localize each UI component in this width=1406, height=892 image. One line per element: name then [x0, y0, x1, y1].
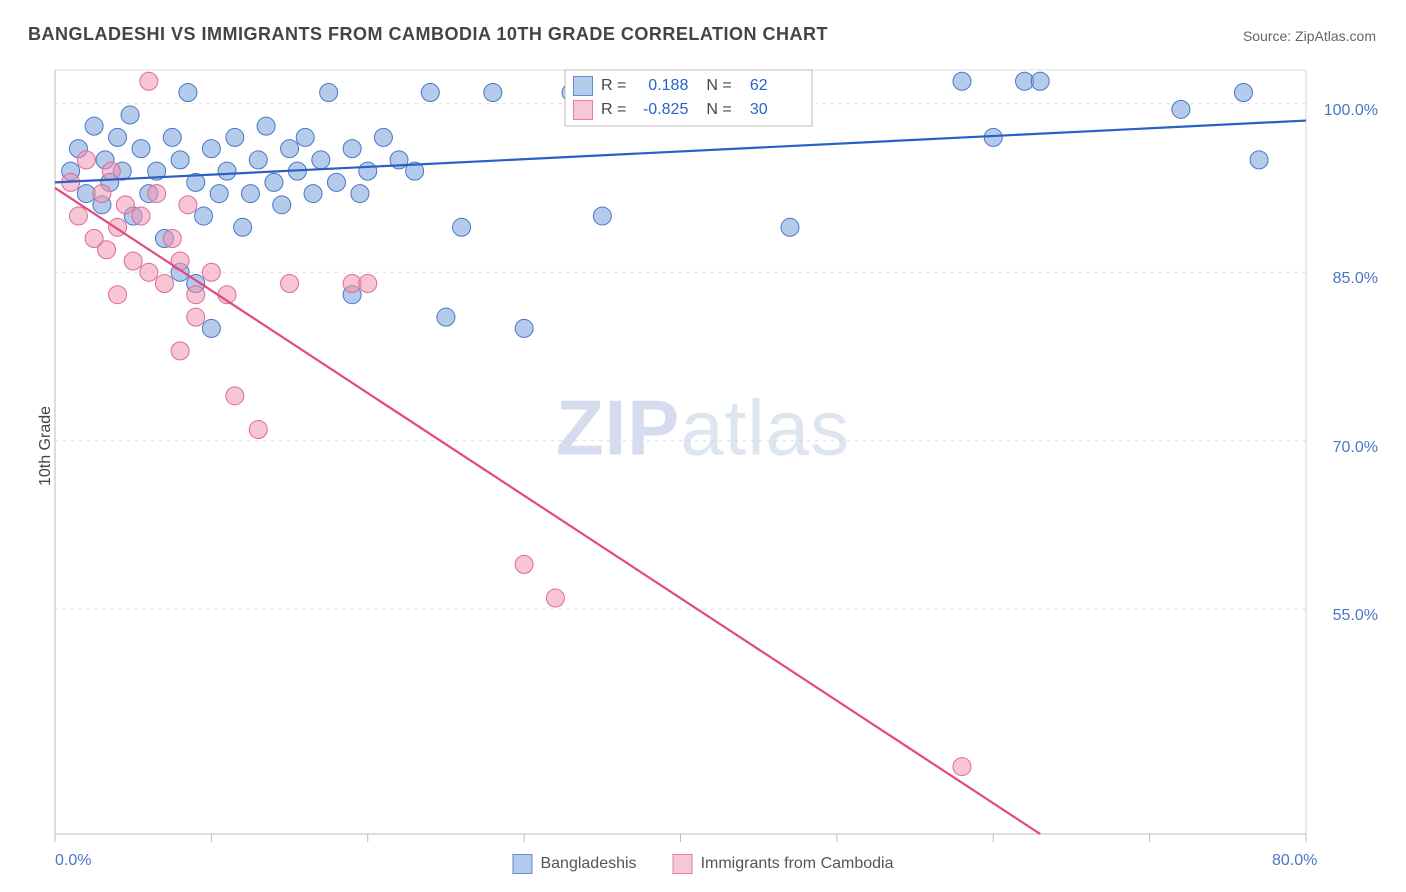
legend-swatch	[673, 854, 693, 874]
x-tick-start: 0.0%	[55, 852, 91, 870]
series-legend: Bangladeshis Immigrants from Cambodia	[512, 854, 893, 874]
y-tick-label: 100.0%	[1324, 102, 1378, 120]
scatter-chart	[0, 0, 1406, 892]
y-tick-label: 70.0%	[1333, 439, 1378, 457]
y-tick-label: 85.0%	[1333, 270, 1378, 288]
r-value: 0.188	[634, 77, 688, 95]
n-value: 62	[740, 77, 768, 95]
legend-swatch	[512, 854, 532, 874]
legend-row: R = -0.825 N = 30	[573, 98, 804, 122]
correlation-legend: R = 0.188 N = 62 R = -0.825 N = 30	[573, 74, 804, 122]
r-label: R =	[601, 77, 626, 95]
legend-label: Bangladeshis	[540, 855, 636, 873]
legend-swatch	[573, 100, 593, 120]
x-tick-end: 80.0%	[1272, 852, 1317, 870]
n-label: N =	[706, 101, 731, 119]
r-label: R =	[601, 101, 626, 119]
legend-label: Immigrants from Cambodia	[701, 855, 894, 873]
n-value: 30	[740, 101, 768, 119]
r-value: -0.825	[634, 101, 688, 119]
legend-item: Immigrants from Cambodia	[673, 854, 894, 874]
legend-item: Bangladeshis	[512, 854, 636, 874]
legend-swatch	[573, 76, 593, 96]
n-label: N =	[706, 77, 731, 95]
y-tick-label: 55.0%	[1333, 607, 1378, 625]
legend-row: R = 0.188 N = 62	[573, 74, 804, 98]
